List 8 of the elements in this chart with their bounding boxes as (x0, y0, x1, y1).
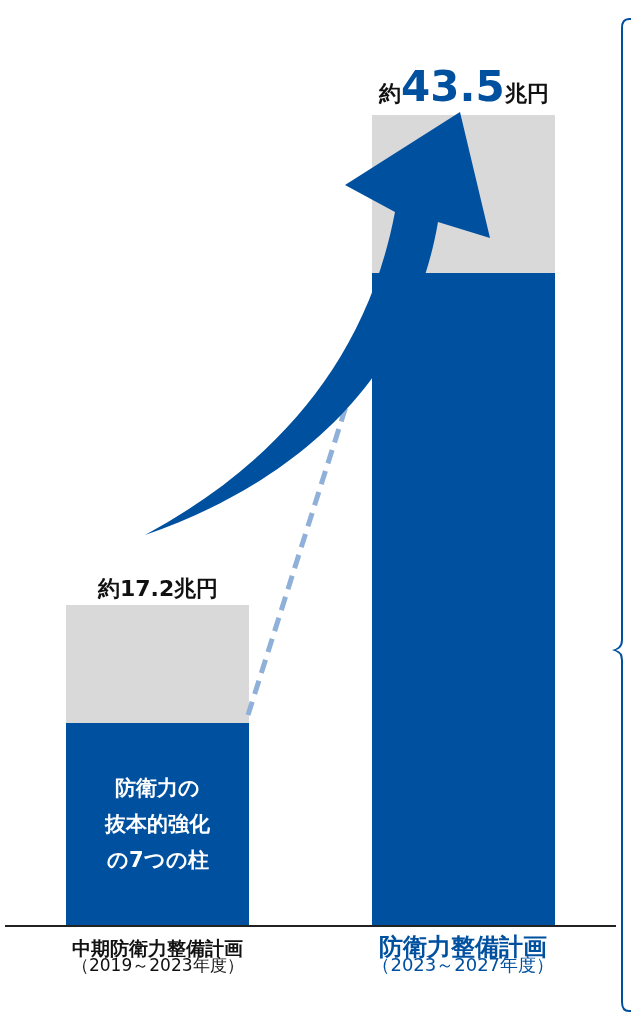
total-label: 約43.5兆円 (378, 62, 549, 111)
x-tick-label: 防衛力整備計画（2023～2027年度） (372, 933, 555, 975)
annotation: 防衛力の (115, 776, 200, 800)
total-label: 約17.2兆円 (97, 576, 219, 601)
bar (66, 722, 250, 925)
x-tick-label: 中期防衛力整備計画（2019～2023年度） (71, 937, 244, 975)
annotation: の7つの柱 (107, 848, 209, 872)
annotation: 抜本的強化 (104, 812, 211, 836)
